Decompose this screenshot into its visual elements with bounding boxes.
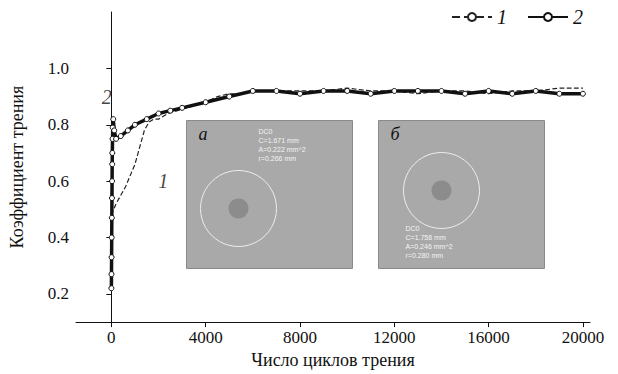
svg-text:2: 2 bbox=[102, 86, 112, 108]
svg-text:1: 1 bbox=[158, 170, 168, 192]
svg-text:r=0.266 mm: r=0.266 mm bbox=[259, 155, 297, 162]
svg-text:DC0: DC0 bbox=[259, 128, 273, 135]
svg-text:r=0.280 mm: r=0.280 mm bbox=[406, 252, 444, 259]
svg-text:1: 1 bbox=[497, 6, 507, 28]
svg-text:Коэффициент трения: Коэффициент трения bbox=[7, 86, 27, 249]
svg-text:A=0.246 mm^2: A=0.246 mm^2 bbox=[406, 243, 453, 250]
svg-text:0.2: 0.2 bbox=[48, 284, 69, 303]
svg-text:0.6: 0.6 bbox=[48, 172, 69, 191]
svg-text:C=1.758 mm: C=1.758 mm bbox=[406, 234, 446, 241]
svg-text:DC0: DC0 bbox=[406, 225, 420, 232]
svg-text:16000: 16000 bbox=[467, 328, 510, 347]
svg-text:а: а bbox=[199, 124, 208, 144]
svg-text:0: 0 bbox=[107, 328, 116, 347]
svg-text:C=1.671 mm: C=1.671 mm bbox=[259, 137, 299, 144]
svg-text:0.4: 0.4 bbox=[48, 228, 70, 247]
svg-text:0.8: 0.8 bbox=[48, 115, 69, 134]
svg-text:A=0.222 mm^2: A=0.222 mm^2 bbox=[259, 146, 306, 153]
svg-text:4000: 4000 bbox=[189, 328, 223, 347]
svg-text:20000: 20000 bbox=[562, 328, 605, 347]
svg-text:Число циклов трения: Число циклов трения bbox=[251, 350, 414, 370]
svg-text:2: 2 bbox=[573, 6, 583, 28]
svg-text:1.0: 1.0 bbox=[48, 59, 69, 78]
svg-text:8000: 8000 bbox=[283, 328, 317, 347]
svg-text:б: б bbox=[391, 124, 401, 144]
svg-text:12000: 12000 bbox=[373, 328, 416, 347]
